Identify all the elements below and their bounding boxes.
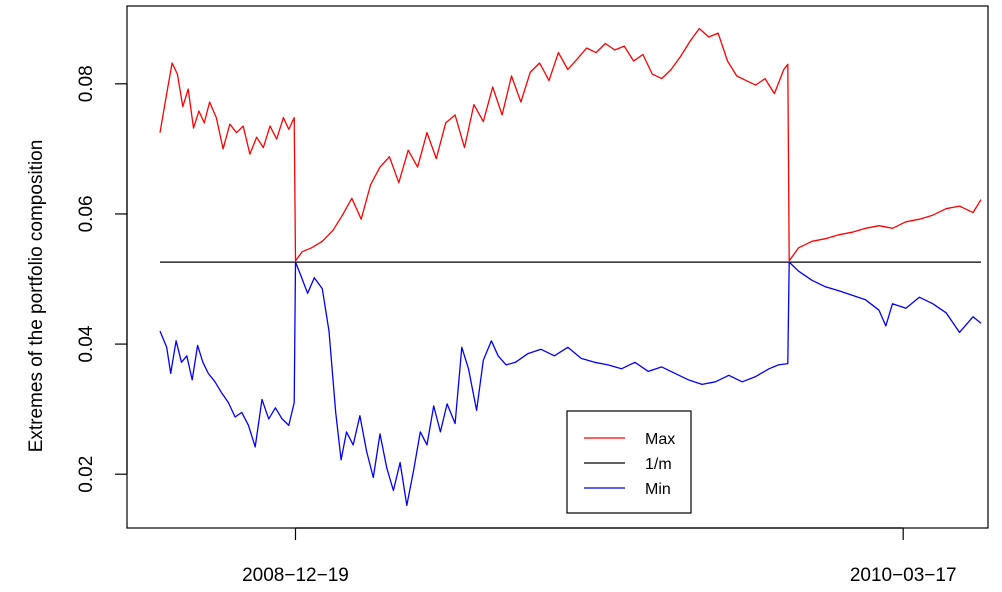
plot-frame	[126, 5, 989, 529]
y-tick-label: 0.08	[76, 65, 97, 102]
legend-label-max: Max	[645, 431, 675, 448]
plot-area	[126, 5, 989, 529]
legend: Max 1/m Min	[566, 410, 692, 514]
legend-label-equal-weight: 1/m	[645, 456, 672, 473]
y-axis-title: Extremes of the portfolio composition	[26, 140, 47, 453]
legend-box	[566, 410, 692, 514]
y-tick-label: 0.04	[76, 325, 97, 362]
x-tick-label: 2010−03−17	[850, 565, 957, 586]
axes: 0.02 0.04 0.06 0.08 2008−12−19 2010−03−17	[76, 65, 957, 586]
x-tick-label: 2008−12−19	[242, 565, 349, 586]
y-tick-label: 0.02	[76, 456, 97, 493]
y-tick-label: 0.06	[76, 195, 97, 232]
series-line-max	[159, 27, 982, 262]
series-line-min	[159, 261, 982, 507]
legend-label-min: Min	[645, 481, 671, 498]
